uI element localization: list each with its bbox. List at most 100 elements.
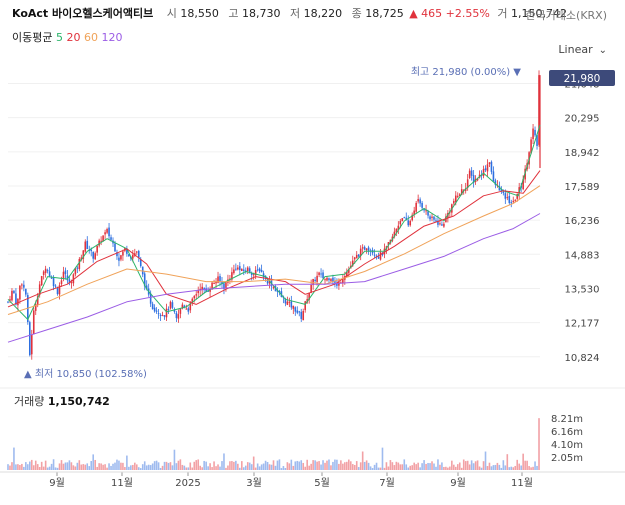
- price-header: KoAct 바이오헬스케어액티브 시 18,550 고 18,730 저 18,…: [12, 5, 569, 21]
- candle-body: [25, 288, 27, 295]
- exchange-label: 한국거래소(KRX): [525, 9, 607, 22]
- candle-body: [399, 220, 402, 225]
- volume-bar: [357, 467, 360, 470]
- volume-bar: [290, 459, 293, 470]
- candle-body: [217, 276, 219, 283]
- candle-body: [171, 302, 174, 308]
- volume-bar: [437, 459, 439, 470]
- time-tick-label: 5월: [314, 477, 330, 489]
- scale-dropdown[interactable]: Linear ⌄: [558, 43, 607, 56]
- volume-bar: [199, 465, 201, 470]
- volume-bar: [328, 459, 330, 470]
- candle-body: [145, 285, 148, 290]
- time-tick-label: 11월: [111, 477, 133, 489]
- volume-bar: [439, 464, 441, 470]
- volume-bar: [405, 464, 408, 470]
- volume-bar: [46, 467, 49, 470]
- candle-body: [518, 187, 520, 194]
- volume-bar: [320, 464, 322, 470]
- candle-body: [304, 301, 307, 311]
- candle-body: [456, 195, 459, 197]
- candle-body: [80, 257, 83, 260]
- volume-bar: [68, 460, 71, 470]
- volume-bar: [286, 462, 289, 470]
- candle-body: [494, 180, 497, 185]
- volume-bar: [530, 467, 532, 470]
- volume-bar: [490, 466, 493, 470]
- volume-bar: [86, 463, 89, 470]
- candle-body: [453, 200, 455, 204]
- volume-bar: [143, 461, 146, 470]
- volume-bar: [128, 466, 130, 470]
- volume-bar: [260, 464, 263, 470]
- volume-bar: [213, 461, 215, 470]
- instrument-name: KoAct 바이오헬스케어액티브: [12, 7, 154, 20]
- volume-bar: [272, 460, 275, 470]
- candle-body: [74, 268, 77, 275]
- volume-bar: [347, 459, 350, 470]
- volume-bar: [534, 461, 536, 470]
- candle-body: [296, 310, 299, 313]
- candle-body: [21, 284, 23, 286]
- volume-bar: [349, 461, 352, 470]
- volume-bar: [114, 462, 116, 470]
- volume-bar: [266, 461, 269, 470]
- candle-body: [52, 277, 55, 287]
- candle-body: [421, 202, 423, 208]
- volume-bar: [433, 463, 435, 470]
- candle-body: [300, 311, 303, 319]
- volume-bar: [326, 460, 328, 470]
- volume-bar: [252, 456, 255, 470]
- candle-body: [379, 252, 382, 260]
- volume-bar: [449, 466, 451, 470]
- volume-bar: [342, 463, 344, 470]
- volume-bar: [365, 460, 368, 470]
- candle-body: [302, 311, 305, 321]
- candle-body: [100, 240, 102, 242]
- volume-bar: [431, 461, 433, 470]
- volume-bar: [369, 466, 372, 470]
- volume-bar: [124, 467, 126, 470]
- candle-body: [502, 191, 505, 194]
- price-tick-label: 16,236: [565, 216, 600, 227]
- volume-bar: [102, 464, 104, 470]
- candle-body: [298, 311, 301, 313]
- candle-body: [411, 214, 414, 221]
- candle-body: [7, 301, 9, 303]
- candle-body: [159, 314, 162, 316]
- candle-body: [423, 208, 425, 211]
- volume-bar: [334, 459, 336, 470]
- candle-body: [233, 269, 235, 274]
- candle-body: [177, 314, 180, 319]
- volume-bar: [520, 465, 522, 470]
- moving-average-legend[interactable]: 이동평균 5 20 60 120: [12, 29, 122, 45]
- candle-body: [462, 189, 465, 191]
- candle-body: [387, 242, 390, 246]
- volume-panel-value: 1,150,742: [47, 395, 110, 408]
- volume-bar: [393, 465, 396, 470]
- volume-bar: [21, 463, 23, 470]
- candle-body: [326, 277, 328, 281]
- volume-bar: [225, 467, 227, 470]
- volume-bar: [231, 461, 233, 470]
- candle-body: [40, 276, 43, 286]
- price-tick-label: 10,824: [565, 353, 600, 364]
- candle-body: [132, 254, 134, 259]
- candle-body: [209, 288, 211, 292]
- candle-body: [355, 255, 358, 259]
- candle-body: [357, 254, 360, 257]
- volume-value: 1,150,742: [510, 7, 567, 20]
- candle-body: [522, 179, 524, 190]
- candle-body: [128, 254, 130, 257]
- open-value: 18,550: [180, 7, 219, 20]
- candle-body: [365, 248, 368, 251]
- volume-bar: [415, 464, 417, 470]
- volume-bar: [536, 465, 538, 470]
- candle-body: [116, 252, 118, 257]
- volume-bar: [363, 461, 366, 470]
- volume-bar: [211, 467, 213, 470]
- candle-body: [165, 308, 168, 318]
- candle-body: [19, 285, 21, 300]
- volume-bar: [223, 453, 225, 470]
